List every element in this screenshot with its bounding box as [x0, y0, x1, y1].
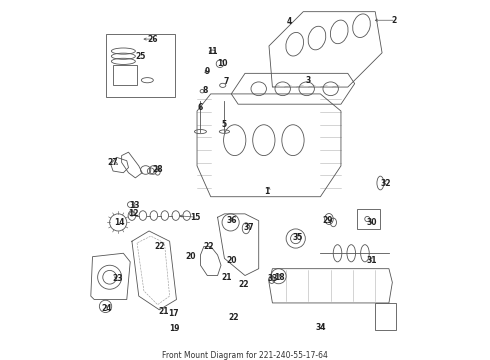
Text: 1: 1 — [265, 187, 270, 196]
Text: 22: 22 — [204, 242, 214, 251]
Bar — [113, 65, 137, 85]
Text: 26: 26 — [147, 35, 158, 44]
Text: 22: 22 — [228, 313, 239, 322]
Text: 18: 18 — [274, 273, 285, 282]
Text: 35: 35 — [293, 233, 303, 242]
Text: 13: 13 — [129, 201, 140, 210]
Text: 2: 2 — [392, 16, 397, 25]
Text: 25: 25 — [135, 52, 146, 61]
Text: 10: 10 — [218, 59, 228, 68]
Text: 5: 5 — [222, 120, 227, 129]
Text: 9: 9 — [205, 67, 210, 76]
Text: 20: 20 — [185, 252, 196, 261]
Text: 8: 8 — [203, 86, 208, 95]
Text: 30: 30 — [367, 218, 377, 227]
Text: 15: 15 — [190, 213, 200, 222]
Bar — [357, 209, 380, 229]
Bar — [375, 303, 396, 330]
Text: 12: 12 — [128, 210, 139, 219]
Text: 37: 37 — [243, 223, 254, 232]
Text: 6: 6 — [198, 103, 203, 112]
Text: 22: 22 — [154, 242, 165, 251]
Text: 28: 28 — [152, 165, 163, 174]
Text: 20: 20 — [226, 256, 237, 265]
Text: 32: 32 — [380, 179, 391, 188]
Text: 17: 17 — [168, 309, 178, 318]
Text: 31: 31 — [367, 256, 377, 265]
Bar — [106, 34, 175, 97]
Text: 21: 21 — [159, 307, 169, 316]
Text: 34: 34 — [315, 323, 326, 332]
Text: 11: 11 — [207, 46, 218, 55]
Text: 29: 29 — [323, 216, 333, 225]
Text: 27: 27 — [108, 158, 119, 167]
Text: 23: 23 — [112, 274, 123, 283]
Text: 7: 7 — [223, 77, 229, 86]
Text: 4: 4 — [287, 17, 292, 26]
Text: 24: 24 — [101, 303, 111, 312]
Text: 3: 3 — [306, 76, 311, 85]
Text: 14: 14 — [114, 218, 124, 227]
Text: 21: 21 — [221, 273, 231, 282]
Text: 22: 22 — [238, 280, 248, 289]
Text: Front Mount Diagram for 221-240-55-17-64: Front Mount Diagram for 221-240-55-17-64 — [162, 351, 328, 360]
Text: 36: 36 — [227, 216, 237, 225]
Text: 33: 33 — [268, 274, 278, 283]
Text: 19: 19 — [170, 324, 180, 333]
